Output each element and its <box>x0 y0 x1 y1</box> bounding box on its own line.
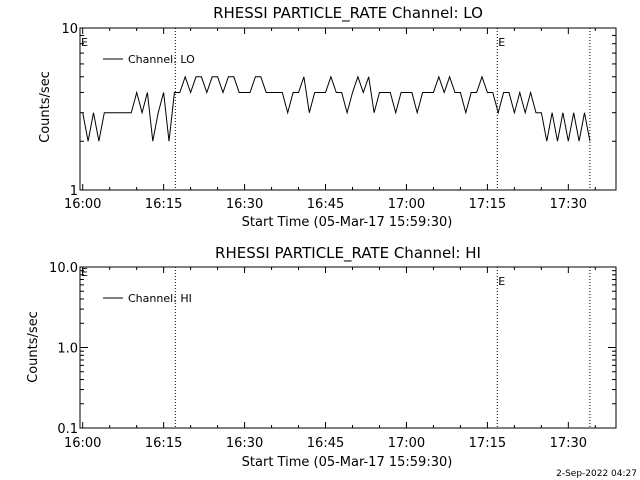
x-tick-label: 16:30 <box>226 436 263 451</box>
x-tick-label: 16:30 <box>226 197 263 212</box>
x-tick-label: 17:00 <box>388 197 425 212</box>
series-line <box>82 75 591 142</box>
event-label: E <box>498 36 505 49</box>
y-tick-label: 1.0 <box>57 342 78 357</box>
y-axis-label: Counts/sec <box>38 71 53 143</box>
x-axis-label: Start Time (05-Mar-17 15:59:30) <box>242 215 453 230</box>
event-label: E <box>498 275 505 288</box>
x-axis-label: Start Time (05-Mar-17 15:59:30) <box>242 455 453 470</box>
x-tick-label: 16:45 <box>307 197 344 212</box>
y-tick-label: 0.1 <box>57 422 78 437</box>
plot-frame <box>79 27 617 191</box>
event-label: E <box>81 36 88 49</box>
legend-entry: Channel: HI <box>128 292 192 305</box>
x-tick-label: 17:00 <box>388 436 425 451</box>
x-tick-label: 17:15 <box>469 436 506 451</box>
panel-hi: RHESSI PARTICLE_RATE Channel: HI Counts/… <box>26 244 617 470</box>
y-axis-label: Counts/sec <box>26 311 41 383</box>
x-tick-label: 17:30 <box>550 436 587 451</box>
chart-title: RHESSI PARTICLE_RATE Channel: HI <box>215 244 481 263</box>
panel-lo: RHESSI PARTICLE_RATE Channel: LO Counts/… <box>38 4 617 230</box>
chart-title: RHESSI PARTICLE_RATE Channel: LO <box>213 4 483 23</box>
x-tick-label: 17:15 <box>469 197 506 212</box>
footer-timestamp: 2-Sep-2022 04:27 <box>556 469 637 479</box>
x-tick-label: 16:45 <box>307 436 344 451</box>
x-tick-label: 16:00 <box>64 197 101 212</box>
x-tick-label: 16:15 <box>145 436 182 451</box>
x-tick-label: 17:30 <box>550 197 587 212</box>
y-tick-label: 10.0 <box>49 261 78 276</box>
legend-entry: Channel: LO <box>128 53 195 66</box>
x-tick-label: 16:15 <box>145 197 182 212</box>
y-tick-label: 10 <box>61 22 78 37</box>
event-label: E <box>81 266 88 279</box>
x-tick-label: 16:00 <box>64 436 101 451</box>
y-tick-label: 1 <box>70 184 78 199</box>
